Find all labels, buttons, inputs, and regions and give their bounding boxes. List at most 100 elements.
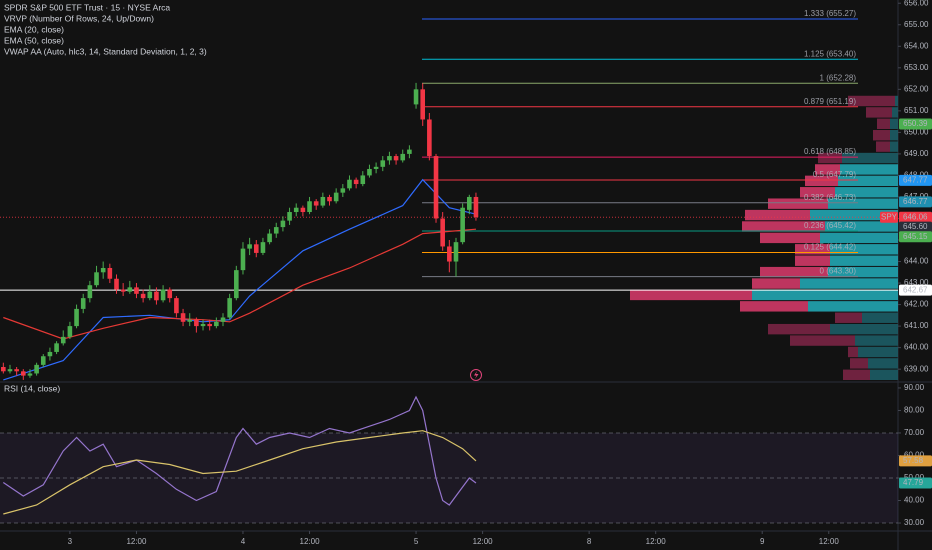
candle-body (420, 89, 426, 120)
profile-down-volume (850, 358, 868, 369)
candle-body (20, 371, 26, 376)
candle-body (47, 351, 53, 357)
fib-label: 0.879 (651.19) (804, 97, 856, 106)
rsi-y-tick-label: 90.00 (904, 383, 925, 392)
y-tick-label: 639.00 (904, 364, 929, 373)
candle-body (313, 201, 319, 206)
y-tick-label: 644.00 (904, 257, 929, 266)
profile-up-volume (890, 141, 898, 152)
profile-down-volume (768, 198, 828, 209)
profile-up-volume (825, 221, 898, 232)
volume-profile (630, 95, 898, 380)
y-tick-label: 640.00 (904, 343, 929, 352)
profile-up-volume (890, 130, 898, 141)
candle-body (140, 293, 146, 299)
rsi-y-tick-label: 30.00 (904, 518, 925, 527)
profile-up-volume (810, 209, 898, 221)
profile-down-volume (876, 141, 890, 152)
candle-body (293, 207, 299, 213)
candle-body (387, 156, 392, 161)
price-tag (899, 231, 932, 243)
candle-body (7, 369, 13, 372)
indicator-legend: VWAP AA (Auto, hlc3, 14, Standard Deviat… (4, 46, 207, 56)
candle-body (460, 207, 465, 243)
price-tag-label: 647.77 (903, 175, 928, 184)
profile-up-volume (830, 244, 898, 255)
candle-body (407, 149, 412, 154)
candle-body (320, 196, 326, 206)
symbol-title: SPDR S&P 500 ETF Trust · 15 · NYSE Arca (4, 2, 170, 12)
profile-down-volume (742, 221, 825, 232)
profile-down-volume (760, 266, 828, 278)
candle-body (247, 244, 252, 249)
y-tick-label: 642.00 (904, 300, 929, 309)
price-tag-label: 645.15 (903, 232, 928, 241)
rsi-title: RSI (14, close) (4, 383, 60, 393)
candle-body (380, 160, 386, 167)
candle-body (207, 323, 212, 327)
candle-body (160, 289, 166, 301)
candle-body (200, 323, 206, 327)
profile-down-volume (768, 323, 830, 335)
candle-body (134, 287, 139, 294)
profile-down-volume (843, 369, 870, 380)
indicator-legend: EMA (20, close) (4, 24, 64, 34)
event-icon[interactable] (470, 369, 482, 381)
candle-body (167, 289, 173, 299)
x-tick-label: 12:00 (646, 537, 667, 546)
candle-body (427, 119, 432, 157)
profile-up-volume (892, 107, 898, 118)
candle-body (187, 319, 193, 322)
profile-down-volume (760, 232, 820, 244)
profile-up-volume (858, 346, 898, 358)
rsi-y-tick-label: 80.00 (904, 406, 925, 415)
x-tick-label: 4 (241, 537, 246, 546)
candle-body (367, 168, 372, 176)
profile-down-volume (795, 255, 830, 266)
candle-body (267, 233, 272, 243)
rsi-line (2, 395, 477, 506)
rsi-tag (899, 455, 932, 467)
candle-body (220, 317, 226, 322)
candle-body (147, 291, 153, 299)
profile-down-volume (790, 335, 855, 346)
y-tick-label: 643.00 (904, 278, 929, 287)
price-tag-label: 642.67 (903, 285, 928, 294)
profile-down-volume (873, 130, 890, 141)
candle-body (333, 192, 339, 202)
profile-down-volume (835, 312, 862, 323)
candle-body (347, 179, 352, 189)
profile-down-volume (805, 175, 838, 187)
profile-down-volume (795, 244, 830, 255)
ema-line (3, 178, 477, 381)
price-tag-label: 646.06 (903, 212, 928, 221)
fib-label: 0 (643.30) (820, 267, 857, 276)
candle-body (180, 313, 186, 322)
x-tick-label: 12:00 (126, 537, 147, 546)
profile-down-volume (752, 278, 800, 289)
profile-down-volume (877, 118, 890, 130)
indicator-legend: EMA (50, close) (4, 35, 64, 45)
candle-body (74, 308, 79, 327)
candle-body (80, 298, 86, 309)
symbol-tag (880, 211, 898, 223)
profile-down-volume (815, 164, 840, 175)
price-tag (899, 174, 932, 186)
profile-up-volume (862, 312, 898, 323)
y-tick-label: 656.00 (904, 0, 929, 7)
candle-body (1, 367, 6, 372)
profile-up-volume (828, 198, 898, 209)
y-tick-label: 650.00 (904, 127, 929, 136)
candle-body (107, 267, 113, 279)
fib-label: 0.236 (645.42) (804, 221, 856, 230)
profile-down-volume (630, 289, 752, 301)
profile-up-volume (800, 278, 898, 289)
candle-body (273, 227, 279, 234)
candle-body (393, 156, 399, 161)
candle-body (373, 166, 379, 169)
profile-up-volume (830, 323, 898, 335)
profile-up-volume (840, 164, 898, 175)
candle-body (400, 153, 406, 161)
x-tick-label: 8 (587, 537, 592, 546)
x-tick-label: 12:00 (819, 537, 840, 546)
